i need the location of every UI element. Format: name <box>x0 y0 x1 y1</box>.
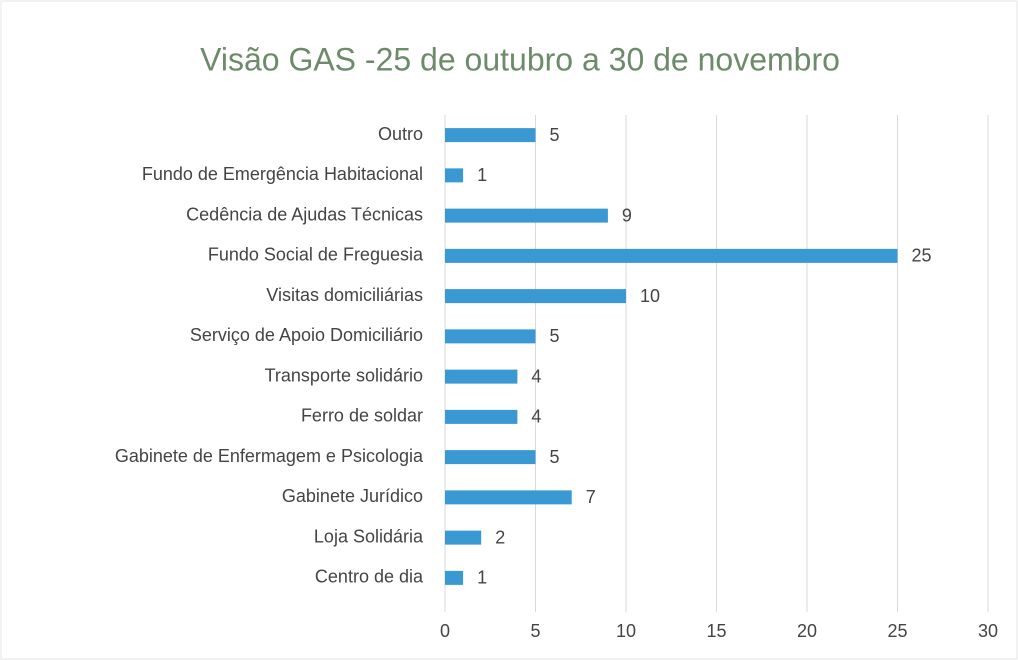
bar <box>445 289 626 304</box>
y-tick-label: Visitas domiciliárias <box>266 285 423 305</box>
bar <box>445 530 482 545</box>
bar <box>445 450 536 465</box>
data-label: 4 <box>531 407 541 427</box>
data-label: 5 <box>550 125 560 145</box>
data-label: 10 <box>640 286 660 306</box>
bar <box>445 248 898 263</box>
data-label: 5 <box>550 447 560 467</box>
data-label: 7 <box>586 487 596 507</box>
data-label: 2 <box>495 527 505 547</box>
y-tick-label: Gabinete de Enfermagem e Psicologia <box>115 446 424 466</box>
y-tick-label: Ferro de soldar <box>301 406 423 426</box>
y-tick-label: Serviço de Apoio Domiciliário <box>190 325 423 345</box>
x-tick-label: 30 <box>978 621 998 641</box>
x-tick-label: 25 <box>887 621 907 641</box>
y-tick-label: Fundo Social de Freguesia <box>208 245 424 265</box>
data-label: 9 <box>622 205 632 225</box>
bar <box>445 369 518 384</box>
chart-title: Visão GAS -25 de outubro a 30 de novembr… <box>200 41 840 77</box>
y-tick-label: Fundo de Emergência Habitacional <box>142 164 423 184</box>
x-tick-label: 15 <box>706 621 726 641</box>
x-tick-label: 10 <box>616 621 636 641</box>
data-label: 25 <box>912 246 932 266</box>
data-label: 1 <box>477 568 487 588</box>
x-tick-label: 0 <box>440 621 450 641</box>
bar <box>445 128 536 143</box>
y-tick-label: Gabinete Jurídico <box>282 486 423 506</box>
data-label: 4 <box>531 366 541 386</box>
y-tick-label: Transporte solidário <box>265 365 423 385</box>
bar <box>445 208 608 223</box>
y-tick-label: Loja Solidária <box>314 526 424 546</box>
bar <box>445 570 464 585</box>
x-tick-label: 5 <box>530 621 540 641</box>
x-tick-label: 20 <box>797 621 817 641</box>
y-tick-label: Centro de dia <box>315 567 424 587</box>
y-tick-label: Outro <box>378 124 423 144</box>
data-label: 5 <box>550 326 560 346</box>
data-label: 1 <box>477 165 487 185</box>
bar <box>445 168 464 183</box>
bar <box>445 329 536 344</box>
bar <box>445 409 518 424</box>
y-tick-label: Cedência de Ajudas Técnicas <box>186 204 423 224</box>
bar <box>445 490 572 505</box>
